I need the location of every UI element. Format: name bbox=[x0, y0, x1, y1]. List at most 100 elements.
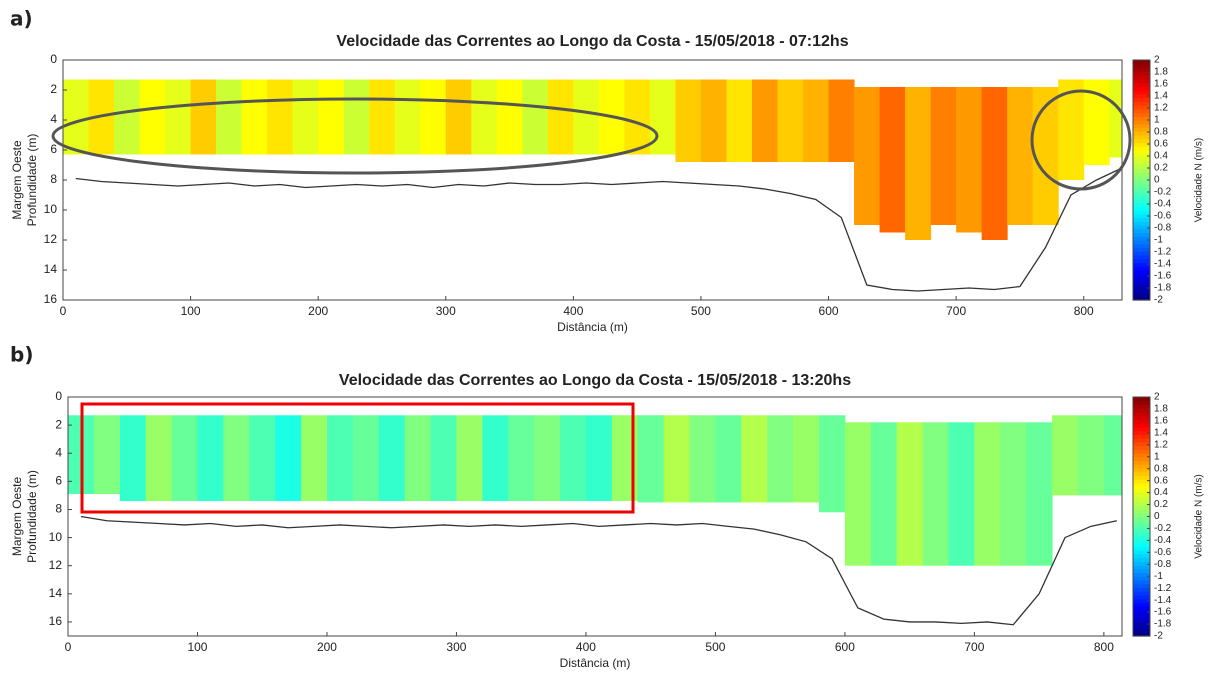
colorbar-cell bbox=[1133, 509, 1150, 513]
velocity-column bbox=[624, 80, 650, 155]
colorbar-tick-label: 2 bbox=[1154, 55, 1160, 66]
colorbar-cell bbox=[1133, 169, 1150, 173]
velocity-column bbox=[140, 80, 166, 155]
colorbar-cell bbox=[1133, 105, 1150, 109]
velocity-column bbox=[369, 80, 395, 155]
colorbar-tick-label: 0.4 bbox=[1154, 487, 1168, 498]
colorbar-cell bbox=[1133, 599, 1150, 603]
velocity-column bbox=[854, 87, 880, 225]
x-tick-label: 0 bbox=[65, 640, 72, 654]
x-tick-label: 700 bbox=[946, 304, 966, 318]
colorbar-tick-label: 0 bbox=[1154, 175, 1160, 186]
velocity-column bbox=[446, 80, 472, 155]
velocity-column bbox=[395, 80, 421, 155]
velocity-column bbox=[431, 415, 457, 501]
colorbar-tick-label: 1.4 bbox=[1154, 427, 1168, 438]
velocity-column bbox=[216, 80, 242, 155]
colorbar-cell bbox=[1133, 483, 1150, 487]
colorbar-tick-label: 1.6 bbox=[1154, 79, 1168, 90]
colorbar-cell bbox=[1133, 158, 1150, 162]
colorbar-cell bbox=[1133, 554, 1150, 558]
colorbar-cell bbox=[1133, 270, 1150, 274]
velocity-column bbox=[327, 415, 353, 501]
colorbar-cell bbox=[1133, 442, 1150, 446]
velocity-column bbox=[267, 80, 293, 155]
colorbar-tick-label: 1.6 bbox=[1154, 416, 1168, 427]
colorbar-cell bbox=[1133, 438, 1150, 442]
colorbar-cell bbox=[1133, 531, 1150, 535]
x-tick-label: 400 bbox=[563, 304, 583, 318]
x-tick-label: 500 bbox=[705, 640, 725, 654]
velocity-column bbox=[880, 87, 906, 233]
y-axis-label: Profundidade (m) bbox=[25, 470, 39, 563]
y-tick-label: 2 bbox=[55, 417, 62, 431]
velocity-column bbox=[301, 415, 327, 501]
colorbar-cell bbox=[1133, 487, 1150, 491]
x-axis-label: Distância (m) bbox=[557, 320, 628, 334]
colorbar-cell bbox=[1133, 259, 1150, 263]
colorbar-cell bbox=[1133, 293, 1150, 297]
velocity-column bbox=[829, 80, 855, 163]
velocity-column bbox=[1052, 415, 1078, 495]
colorbar-tick-label: -1.2 bbox=[1154, 583, 1172, 594]
colorbar-cell bbox=[1133, 591, 1150, 595]
velocity-column bbox=[905, 87, 931, 240]
colorbar-cell bbox=[1133, 255, 1150, 259]
velocity-column bbox=[715, 415, 741, 502]
colorbar-tick-label: -1.2 bbox=[1154, 247, 1172, 258]
y-tick-label: 12 bbox=[49, 558, 63, 572]
colorbar-cell bbox=[1133, 584, 1150, 588]
colorbar-cell bbox=[1133, 150, 1150, 154]
colorbar-tick-label: -0.2 bbox=[1154, 187, 1172, 198]
colorbar-cell bbox=[1133, 225, 1150, 229]
colorbar-cell bbox=[1133, 625, 1150, 629]
colorbar-cell bbox=[1133, 427, 1150, 431]
colorbar-cell bbox=[1133, 195, 1150, 199]
colorbar-cell bbox=[1133, 143, 1150, 147]
colorbar-cell bbox=[1133, 449, 1150, 453]
colorbar-cell bbox=[1133, 244, 1150, 248]
velocity-column bbox=[114, 80, 140, 155]
velocity-column bbox=[897, 422, 923, 565]
colorbar-cell bbox=[1133, 206, 1150, 210]
velocity-column bbox=[497, 80, 523, 155]
y-tick-label: 16 bbox=[49, 614, 63, 628]
velocity-column bbox=[923, 422, 949, 565]
y-tick-label: 8 bbox=[50, 172, 57, 186]
colorbar-tick-label: -2 bbox=[1154, 295, 1163, 306]
velocity-column bbox=[534, 415, 560, 501]
y-tick-label: 14 bbox=[49, 586, 63, 600]
colorbar-cell bbox=[1133, 397, 1150, 401]
colorbar-cell bbox=[1133, 113, 1150, 117]
y-tick-label: 6 bbox=[50, 142, 57, 156]
colorbar-tick-label: 1 bbox=[1154, 451, 1160, 462]
colorbar-cell bbox=[1133, 472, 1150, 476]
velocity-column bbox=[741, 415, 767, 502]
colorbar-tick-label: -1.4 bbox=[1154, 595, 1172, 606]
colorbar-tick-label: -1.8 bbox=[1154, 283, 1172, 294]
velocity-column bbox=[803, 80, 829, 163]
colorbar-cell bbox=[1133, 434, 1150, 438]
colorbar-tick-label: -1 bbox=[1154, 235, 1163, 246]
colorbar-cell bbox=[1133, 120, 1150, 124]
colorbar-cell bbox=[1133, 83, 1150, 87]
x-tick-label: 800 bbox=[1094, 640, 1114, 654]
colorbar-label: Velocidade N (m/s) bbox=[1194, 474, 1205, 558]
velocity-column bbox=[146, 415, 172, 501]
velocity-column bbox=[819, 415, 845, 512]
colorbar-cell bbox=[1133, 109, 1150, 113]
colorbar-cell bbox=[1133, 524, 1150, 528]
colorbar-tick-label: 0.4 bbox=[1154, 151, 1168, 162]
velocity-column bbox=[573, 80, 599, 155]
colorbar-cell bbox=[1133, 479, 1150, 483]
colorbar-cell bbox=[1133, 86, 1150, 90]
velocity-column bbox=[508, 415, 534, 501]
velocity-column bbox=[726, 80, 752, 163]
velocity-column bbox=[548, 80, 574, 155]
colorbar-cell bbox=[1133, 412, 1150, 416]
velocity-column bbox=[94, 415, 120, 494]
x-tick-label: 200 bbox=[317, 640, 337, 654]
velocity-column bbox=[191, 80, 217, 155]
x-tick-label: 0 bbox=[60, 304, 67, 318]
colorbar-tick-label: 0.2 bbox=[1154, 163, 1168, 174]
